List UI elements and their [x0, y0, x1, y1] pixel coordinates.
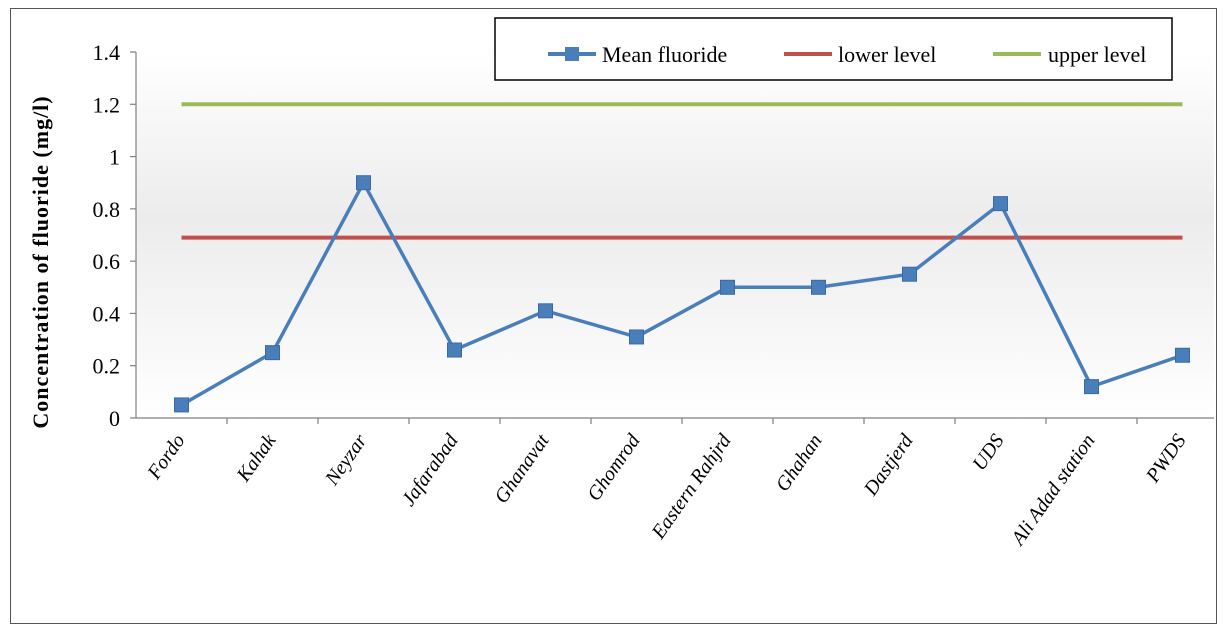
x-category-label: Eastern Rahjrd: [647, 429, 736, 543]
y-tick-label: 1: [109, 145, 120, 170]
y-axis-label: Concentration of fluoride (mg/l): [28, 95, 53, 428]
y-tick-label: 0.6: [93, 249, 121, 274]
plot-area: [136, 52, 1214, 418]
x-category-label: PWDS: [1141, 430, 1190, 487]
y-tick-label: 0.4: [93, 301, 121, 326]
data-point: [811, 279, 826, 295]
x-category-label: Ghahan: [772, 430, 827, 495]
data-point: [720, 279, 735, 295]
data-point: [993, 196, 1008, 212]
data-point: [538, 303, 553, 319]
legend-box: [494, 17, 1173, 81]
legend-label: Mean fluoride: [602, 42, 727, 67]
y-tick-label: 0.2: [93, 354, 121, 379]
data-point: [1175, 347, 1190, 363]
y-tick-label: 0: [109, 406, 120, 431]
data-point: [265, 345, 280, 361]
data-point: [902, 266, 917, 282]
series-line-mean-fluoride: [180, 180, 1184, 407]
y-tick-label: 0.8: [93, 197, 121, 222]
x-category-label: Ghanavat: [490, 430, 554, 508]
y-tick-label: 1.2: [93, 92, 121, 117]
x-category-label: Jafarabad: [397, 429, 463, 510]
x-category-label: Ghomrod: [583, 429, 645, 505]
x-category-label: Kahak: [232, 429, 281, 486]
data-point: [356, 175, 371, 191]
legend-marker: [565, 47, 579, 61]
x-category-label: Fordo: [143, 430, 190, 484]
x-category-label: UDS: [968, 430, 1008, 474]
y-tick-label: 1.4: [93, 40, 121, 65]
x-category-label: Neyzar: [320, 430, 371, 490]
data-point: [447, 342, 462, 358]
legend-label: lower level: [838, 42, 936, 67]
x-category-label: Dastjerd: [859, 429, 918, 500]
x-category-label: Ali Adad station: [1006, 430, 1100, 550]
data-point: [629, 329, 644, 345]
legend-label: upper level: [1048, 42, 1146, 67]
data-point: [1084, 379, 1099, 395]
data-point: [174, 397, 189, 413]
